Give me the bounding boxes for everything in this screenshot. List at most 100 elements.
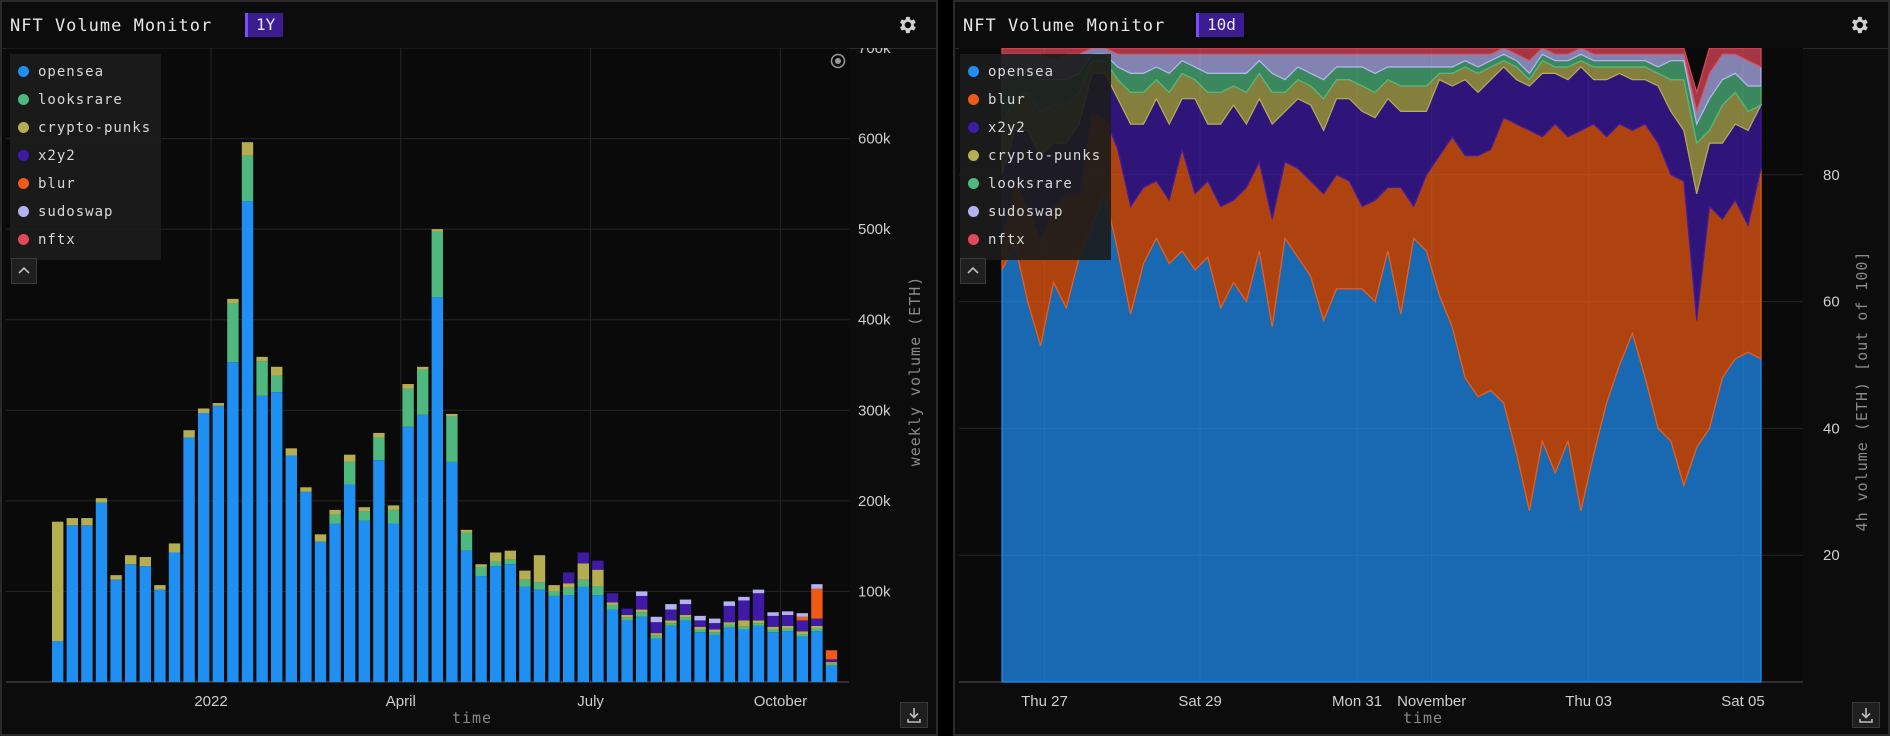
bar-x2y2[interactable] — [563, 572, 575, 584]
bar-opensea[interactable] — [373, 460, 385, 682]
bar-crypto-punks[interactable] — [139, 557, 151, 567]
bar-crypto-punks[interactable] — [811, 625, 823, 629]
bar-opensea[interactable] — [271, 392, 283, 682]
bar-opensea[interactable] — [606, 609, 619, 682]
bar-crypto-punks[interactable] — [314, 534, 327, 542]
left-range-selector[interactable]: 1Y — [245, 13, 284, 37]
bar-looksrare[interactable] — [592, 585, 604, 596]
bar-x2y2[interactable] — [592, 560, 604, 570]
bar-crypto-punks[interactable] — [402, 384, 414, 389]
bar-crypto-punks[interactable] — [183, 430, 195, 438]
bar-sudoswap[interactable] — [723, 601, 735, 606]
bar-crypto-punks[interactable] — [665, 620, 677, 624]
bar-looksrare[interactable] — [402, 388, 414, 427]
gear-icon[interactable] — [1848, 14, 1870, 36]
bar-opensea[interactable] — [709, 634, 721, 682]
bar-opensea[interactable] — [636, 616, 648, 682]
bar-x2y2[interactable] — [767, 615, 779, 627]
bar-looksrare[interactable] — [709, 632, 721, 635]
bar-opensea[interactable] — [212, 405, 224, 682]
bar-blur[interactable] — [811, 588, 823, 619]
download-button[interactable] — [900, 702, 928, 728]
bar-looksrare[interactable] — [694, 629, 706, 633]
area-nftx[interactable] — [1001, 48, 1762, 114]
bar-crypto-punks[interactable] — [723, 622, 735, 625]
bar-crypto-punks[interactable] — [95, 498, 108, 503]
bar-crypto-punks[interactable] — [738, 620, 750, 627]
bar-crypto-punks[interactable] — [679, 614, 692, 618]
reset-zoom-icon[interactable] — [830, 53, 846, 69]
bar-opensea[interactable] — [168, 552, 181, 682]
bar-looksrare[interactable] — [533, 582, 546, 590]
legend-item-looksrare[interactable]: looksrare — [968, 170, 1101, 198]
bar-crypto-punks[interactable] — [212, 403, 224, 406]
bar-crypto-punks[interactable] — [344, 454, 356, 462]
bar-crypto-punks[interactable] — [52, 521, 64, 642]
bar-crypto-punks[interactable] — [490, 552, 502, 562]
bar-opensea[interactable] — [139, 566, 151, 682]
bar-crypto-punks[interactable] — [563, 583, 575, 588]
bar-looksrare[interactable] — [563, 587, 575, 596]
bar-x2y2[interactable] — [811, 618, 823, 626]
bar-x2y2[interactable] — [679, 604, 692, 615]
bar-crypto-punks[interactable] — [387, 505, 400, 510]
bar-sudoswap[interactable] — [782, 611, 794, 615]
bar-crypto-punks[interactable] — [198, 408, 210, 414]
bar-crypto-punks[interactable] — [519, 570, 531, 580]
bar-looksrare[interactable] — [679, 617, 692, 621]
bar-crypto-punks[interactable] — [256, 356, 268, 362]
bar-opensea[interactable] — [577, 586, 589, 682]
bar-looksrare[interactable] — [665, 623, 677, 626]
bar-opensea[interactable] — [314, 541, 327, 682]
bar-opensea[interactable] — [825, 665, 838, 682]
legend-item-blur[interactable]: blur — [968, 86, 1101, 114]
bar-opensea[interactable] — [154, 589, 166, 682]
collapse-legend-button[interactable] — [11, 258, 37, 284]
bar-x2y2[interactable] — [825, 659, 838, 663]
bar-opensea[interactable] — [782, 631, 794, 682]
bar-looksrare[interactable] — [271, 375, 283, 393]
bar-crypto-punks[interactable] — [431, 229, 443, 232]
bar-sudoswap[interactable] — [636, 591, 648, 596]
bar-sudoswap[interactable] — [709, 618, 721, 624]
bar-looksrare[interactable] — [475, 566, 487, 577]
legend-item-x2y2[interactable]: x2y2 — [18, 142, 151, 170]
bar-crypto-punks[interactable] — [154, 585, 166, 590]
right-range-selector[interactable]: 10d — [1196, 13, 1244, 37]
bar-looksrare[interactable] — [504, 559, 516, 565]
bar-opensea[interactable] — [198, 413, 210, 682]
bar-crypto-punks[interactable] — [417, 366, 429, 370]
bar-crypto-punks[interactable] — [125, 555, 137, 565]
bar-crypto-punks[interactable] — [577, 563, 589, 580]
bar-x2y2[interactable] — [606, 593, 619, 603]
bar-crypto-punks[interactable] — [329, 509, 341, 515]
bar-opensea[interactable] — [110, 579, 122, 682]
bar-opensea[interactable] — [519, 586, 531, 682]
bar-looksrare[interactable] — [358, 511, 370, 521]
bar-crypto-punks[interactable] — [241, 142, 254, 156]
bar-opensea[interactable] — [256, 395, 268, 682]
bar-sudoswap[interactable] — [665, 604, 677, 610]
legend-item-x2y2[interactable]: x2y2 — [968, 114, 1101, 142]
bar-looksrare[interactable] — [548, 591, 560, 596]
legend-item-nftx[interactable]: nftx — [18, 226, 151, 254]
legend-item-opensea[interactable]: opensea — [18, 58, 151, 86]
bar-x2y2[interactable] — [796, 620, 808, 632]
bar-looksrare[interactable] — [636, 612, 648, 617]
bar-crypto-punks[interactable] — [606, 602, 619, 606]
bar-opensea[interactable] — [387, 523, 400, 683]
bar-sudoswap[interactable] — [752, 589, 765, 594]
bar-crypto-punks[interactable] — [782, 625, 794, 629]
bar-opensea[interactable] — [52, 641, 64, 682]
bar-looksrare[interactable] — [752, 623, 765, 626]
bar-opensea[interactable] — [592, 595, 604, 682]
bar-crypto-punks[interactable] — [504, 550, 516, 560]
bar-opensea[interactable] — [723, 627, 735, 682]
bar-blur[interactable] — [796, 616, 808, 621]
bar-crypto-punks[interactable] — [709, 629, 721, 633]
bar-opensea[interactable] — [811, 631, 823, 682]
bar-sudoswap[interactable] — [738, 596, 750, 601]
bar-looksrare[interactable] — [227, 303, 239, 363]
bar-opensea[interactable] — [767, 632, 779, 682]
bar-opensea[interactable] — [358, 520, 370, 682]
